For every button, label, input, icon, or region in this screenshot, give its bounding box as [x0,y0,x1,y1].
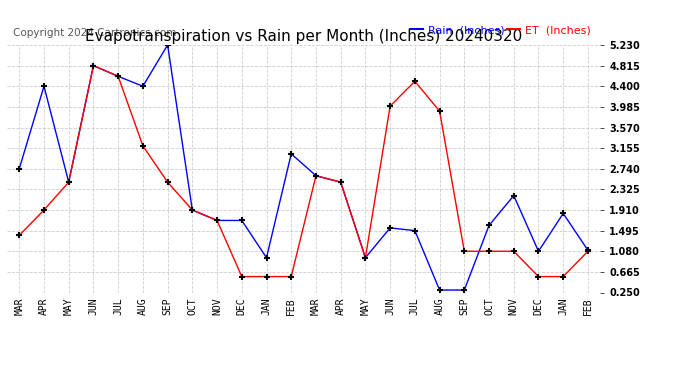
Text: Copyright 2024 Cartronics.com: Copyright 2024 Cartronics.com [13,28,176,38]
Legend: Rain  (Inches), ET  (Inches): Rain (Inches), ET (Inches) [406,21,595,40]
Title: Evapotranspiration vs Rain per Month (Inches) 20240320: Evapotranspiration vs Rain per Month (In… [85,29,522,44]
